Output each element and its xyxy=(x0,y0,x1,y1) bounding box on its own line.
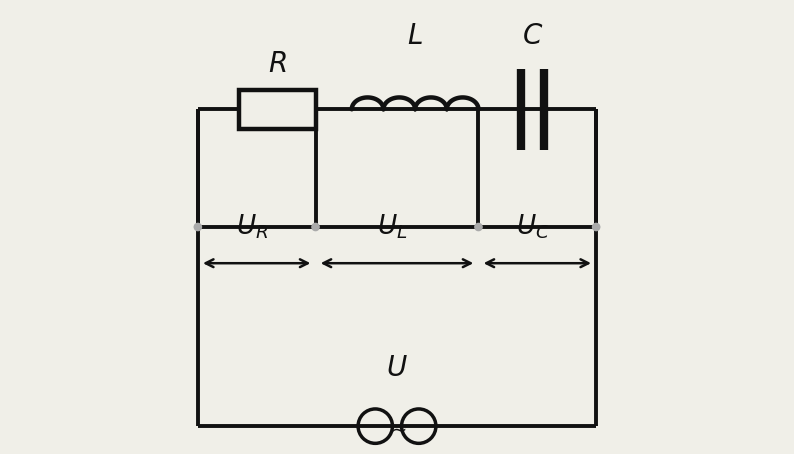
Text: $U_{\mathit{R}}$: $U_{\mathit{R}}$ xyxy=(236,212,268,241)
Circle shape xyxy=(195,223,202,231)
Text: $U$: $U$ xyxy=(386,355,408,382)
Text: $U_{\mathit{L}}$: $U_{\mathit{L}}$ xyxy=(377,212,408,241)
Text: $U_{\mathit{C}}$: $U_{\mathit{C}}$ xyxy=(515,212,550,241)
Circle shape xyxy=(312,223,319,231)
Circle shape xyxy=(475,223,482,231)
Circle shape xyxy=(592,223,599,231)
FancyBboxPatch shape xyxy=(238,90,315,128)
Text: $R$: $R$ xyxy=(268,51,287,78)
Text: $C$: $C$ xyxy=(522,24,543,50)
Text: $\sim$: $\sim$ xyxy=(387,419,407,438)
Text: $L$: $L$ xyxy=(407,24,423,50)
